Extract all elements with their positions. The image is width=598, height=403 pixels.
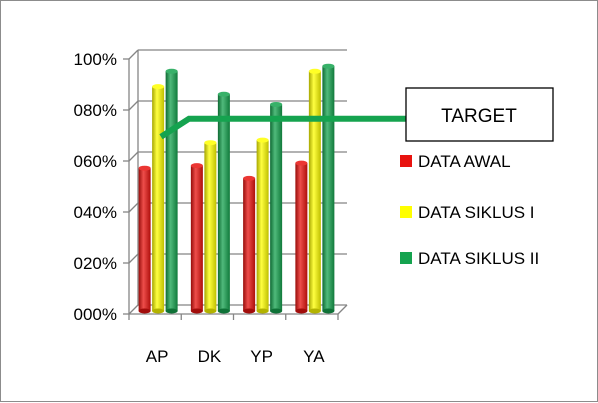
- legend-item-2: DATA SIKLUS I: [400, 203, 535, 222]
- bar-dk-series-1: [190, 163, 203, 314]
- y-tick-label: 040%: [74, 203, 117, 222]
- y-tick-label: 080%: [74, 101, 117, 120]
- bar-yp-series-1: [243, 175, 256, 314]
- legend: DATA AWAL DATA SIKLUS I DATA SIKLUS II: [400, 152, 539, 268]
- target-line: [159, 115, 406, 140]
- bar-ap-series-2: [152, 84, 165, 314]
- bar-ya-series-3: [322, 63, 335, 314]
- legend-item-1: DATA AWAL: [400, 152, 511, 171]
- y-tick-label: 020%: [74, 254, 117, 273]
- bar-ap-series-3: [165, 68, 178, 314]
- y-tick-label: 100%: [74, 50, 117, 69]
- floor-right-edge: [337, 304, 348, 315]
- legend-label: DATA AWAL: [418, 152, 511, 171]
- gridline-side-80: [128, 100, 139, 111]
- y-tick-label: 000%: [74, 305, 117, 324]
- x-tick-label: YA: [303, 347, 325, 366]
- target-annotation: TARGET: [159, 87, 554, 142]
- x-tick-label: DK: [198, 347, 222, 366]
- gridline-side-60: [128, 151, 139, 162]
- bar-ap-series-1: [138, 165, 151, 314]
- legend-item-3: DATA SIKLUS II: [400, 249, 539, 268]
- bar-yp-series-3: [270, 101, 283, 314]
- bar-yp-series-2: [256, 137, 269, 314]
- x-tick-labels: AP DK YP YA: [146, 347, 325, 366]
- target-box: [405, 87, 554, 142]
- legend-swatch: [400, 155, 412, 167]
- y-tick-labels: 000% 020% 040% 060% 080% 100%: [74, 50, 339, 324]
- gridline-side-40: [128, 202, 139, 213]
- x-tick-label: AP: [146, 347, 169, 366]
- x-tick-label: YP: [250, 347, 273, 366]
- gridline-side-20: [128, 253, 139, 264]
- bar-ya-series-1: [295, 160, 308, 314]
- target-label: TARGET: [441, 106, 517, 127]
- y-tick-label: 060%: [74, 152, 117, 171]
- legend-label: DATA SIKLUS I: [418, 203, 535, 222]
- legend-swatch: [400, 252, 412, 264]
- bars: [138, 63, 335, 314]
- gridline-side-0: [128, 304, 139, 315]
- legend-label: DATA SIKLUS II: [418, 249, 539, 268]
- gridline-side-100: [128, 49, 139, 60]
- bar-dk-series-3: [217, 91, 230, 314]
- legend-swatch: [400, 206, 412, 218]
- bar-ya-series-2: [308, 68, 321, 314]
- bar-dk-series-2: [204, 140, 217, 314]
